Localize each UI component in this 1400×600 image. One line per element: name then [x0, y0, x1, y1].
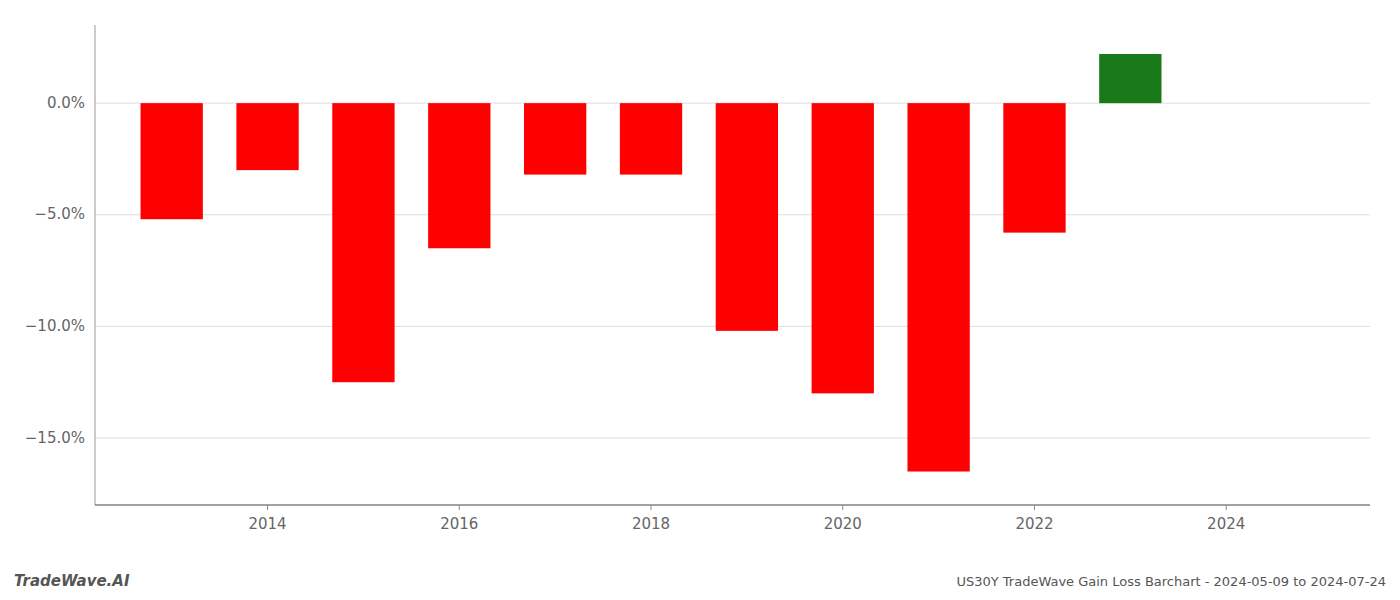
bar: [620, 103, 682, 174]
bar: [1003, 103, 1065, 232]
x-tick-label: 2020: [824, 515, 862, 533]
bar: [141, 103, 203, 219]
x-ticks: 2014 2016 2018 2020 2022 2024: [248, 505, 1245, 533]
bar: [1099, 54, 1161, 103]
x-tick-mark: [1226, 505, 1227, 510]
bar: [716, 103, 778, 331]
bar: [332, 103, 394, 382]
x-tick-mark: [267, 505, 268, 510]
x-tick-label: 2016: [440, 515, 478, 533]
bar: [812, 103, 874, 393]
watermark: TradeWave.AI: [14, 572, 130, 590]
chart-container: 0.0% −5.0% −10.0% −15.0% 2014 2016 2018 2020 202…: [0, 0, 1400, 600]
x-tick-mark: [459, 505, 460, 510]
bar: [236, 103, 298, 170]
bar: [524, 103, 586, 174]
x-tick-mark: [1034, 505, 1035, 510]
chart-svg: 0.0% −5.0% −10.0% −15.0% 2014 2016 2018 2020 202…: [0, 0, 1400, 600]
y-tick-label: −15.0%: [25, 429, 85, 447]
bar: [907, 103, 969, 471]
bar: [428, 103, 490, 248]
grid-line: [95, 438, 1370, 439]
x-tick-label: 2022: [1015, 515, 1053, 533]
y-axis-line: [95, 25, 96, 505]
x-tick-mark: [651, 505, 652, 510]
chart-title: US30Y TradeWave Gain Loss Barchart - 202…: [956, 574, 1386, 589]
x-axis-line: [95, 504, 1370, 505]
x-tick-label: 2014: [248, 515, 286, 533]
y-tick-label: −10.0%: [25, 317, 85, 335]
x-tick-label: 2024: [1207, 515, 1245, 533]
y-tick-label: −5.0%: [34, 205, 85, 223]
x-tick-label: 2018: [632, 515, 670, 533]
x-tick-mark: [842, 505, 843, 510]
y-grid: 0.0% −5.0% −10.0% −15.0%: [25, 94, 1370, 447]
y-tick-label: 0.0%: [47, 94, 85, 112]
bars: [141, 54, 1162, 471]
